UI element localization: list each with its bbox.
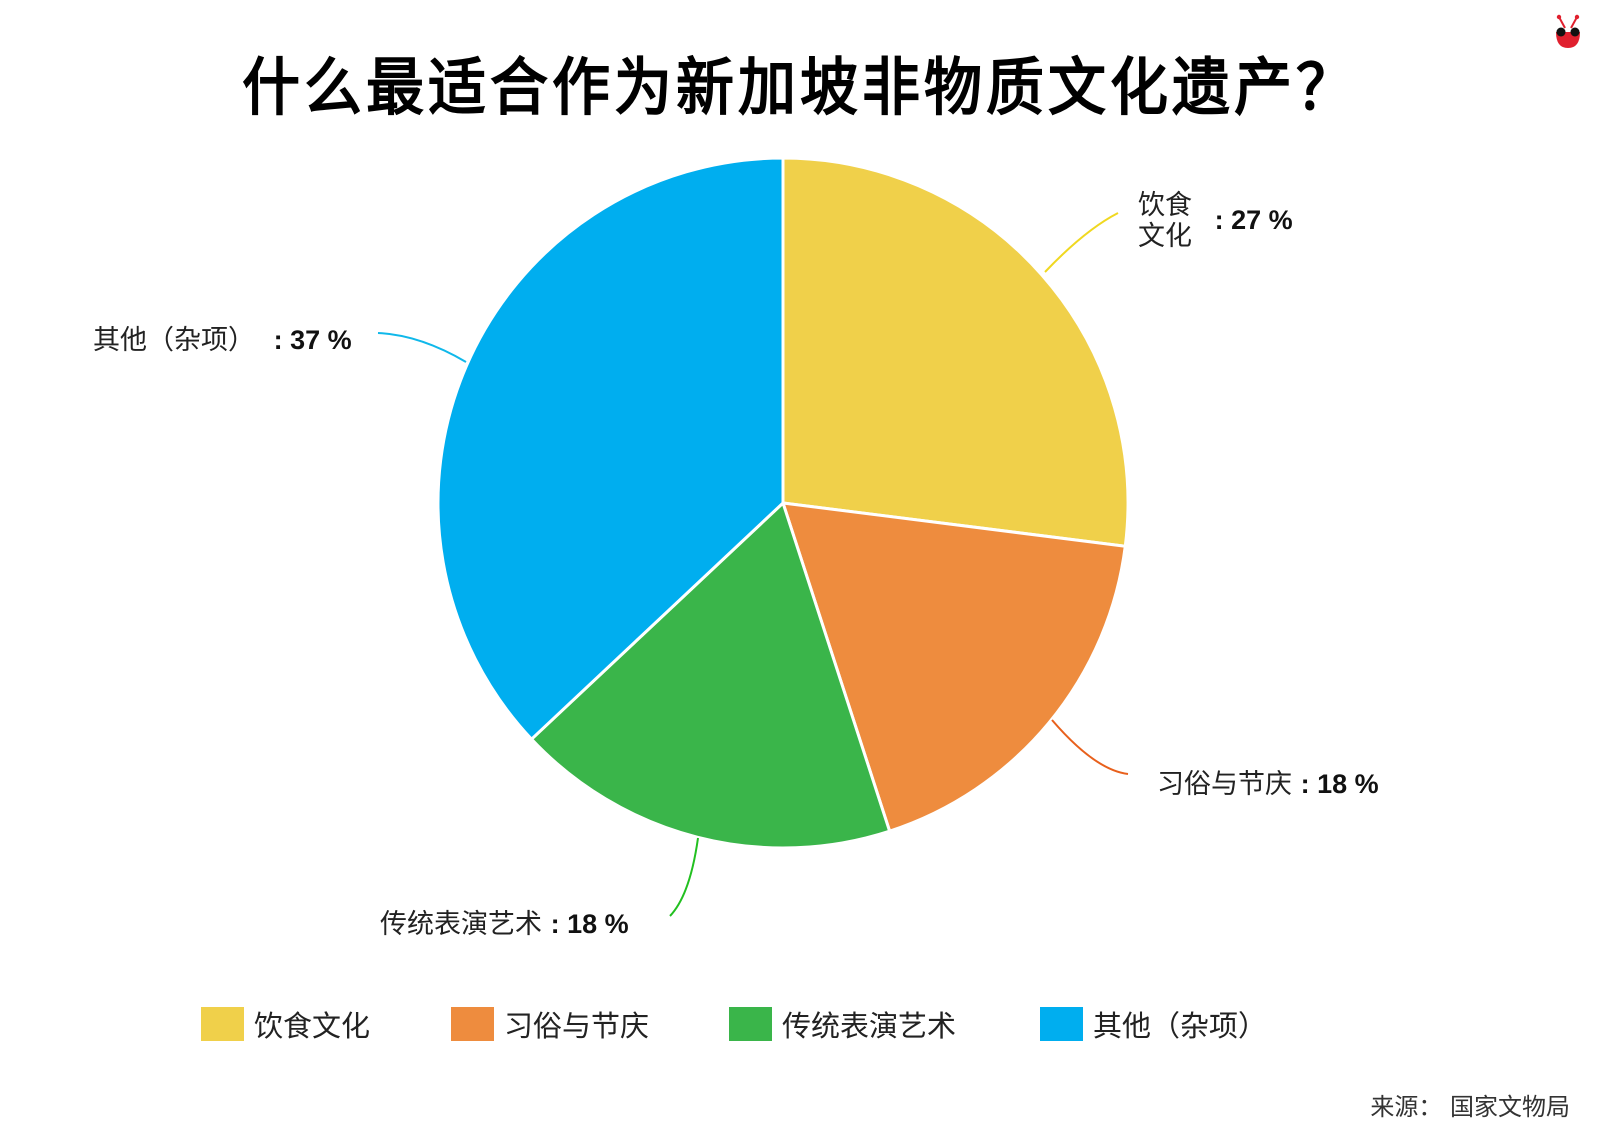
legend-item-food: 饮食文化 — [201, 1003, 370, 1045]
chart-title: 什么最适合作为新加坡非物质文化遗产？ — [241, 50, 1358, 125]
pie-slice — [436, 156, 785, 742]
leader-line-food — [1044, 212, 1119, 273]
pie-slice — [529, 500, 892, 850]
legend-item-performing: 传统表演艺术 — [729, 1003, 956, 1045]
leader-line-performing — [669, 837, 699, 917]
source-note: 来源： 国家文物局 — [1370, 1093, 1570, 1121]
legend-swatch — [729, 1007, 772, 1041]
pie-slice — [781, 156, 1130, 548]
legend-item-others: 其他（杂项） — [1040, 1003, 1267, 1045]
data-label-performing: 传统表演艺术 : 18 % — [380, 909, 629, 940]
leader-line-customs — [1051, 719, 1129, 775]
data-label-others: 其他（杂项） : 37 % — [93, 325, 352, 356]
data-label-food: 饮食 文化 : 27 % — [1138, 190, 1293, 252]
chart-legend: 饮食文化 习俗与节庆 传统表演艺术 其他（杂项） — [0, 1003, 1600, 1043]
legend-swatch — [451, 1007, 494, 1041]
leader-line-others — [377, 332, 467, 363]
data-label-customs: 习俗与节庆 : 18 % — [1157, 769, 1379, 800]
pie-slice — [780, 501, 1127, 834]
legend-swatch — [1040, 1007, 1083, 1041]
ant-mascot-icon — [1556, 14, 1580, 48]
legend-item-customs: 习俗与节庆 — [451, 1003, 649, 1045]
legend-swatch — [201, 1007, 244, 1041]
